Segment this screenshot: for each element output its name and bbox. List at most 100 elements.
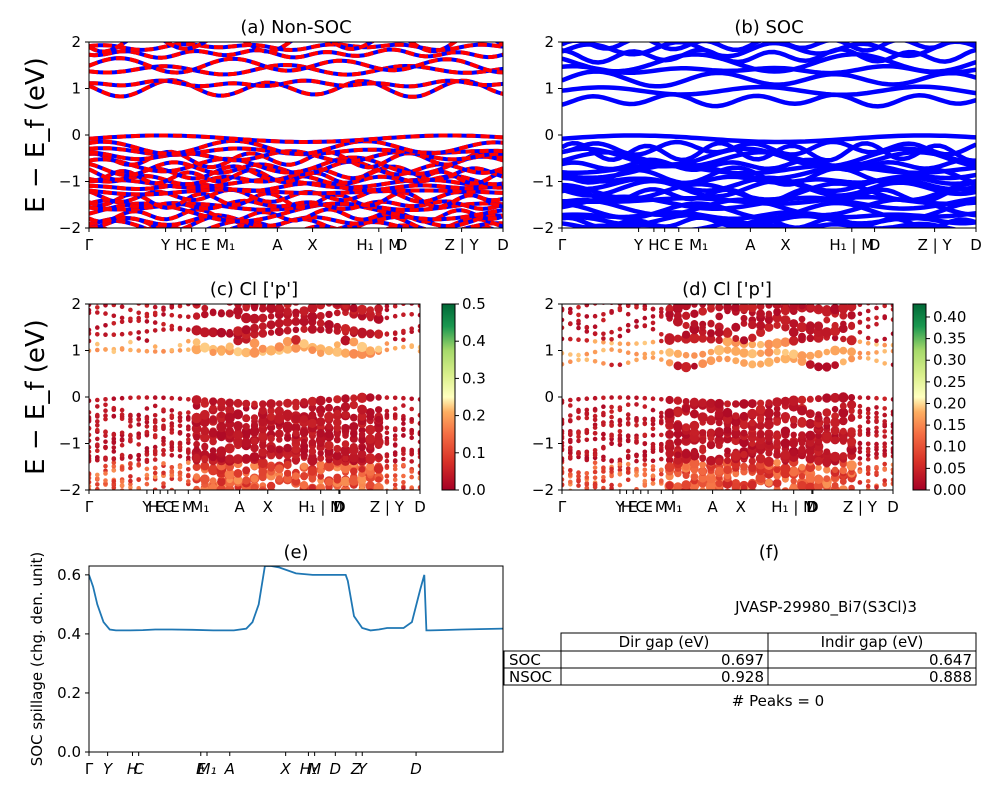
point-d-21-66 [831, 405, 839, 413]
point-c-4-14 [144, 476, 150, 481]
point-c-27-70 [373, 313, 384, 324]
cbtick-label-2-1: 0.1 [462, 444, 486, 462]
point-c-8-24 [186, 460, 191, 466]
point-d-22-28 [673, 396, 683, 405]
point-c-24-6 [111, 349, 117, 355]
point-c-14-38 [241, 438, 251, 448]
point-c-20-58 [325, 403, 333, 412]
point-c-29-4 [103, 299, 108, 304]
point-d-7-24 [659, 456, 664, 462]
point-c-29-56 [317, 295, 325, 303]
point-d-20-16 [625, 412, 631, 417]
point-c-1-76 [401, 493, 406, 498]
point-c-25-2 [95, 332, 100, 337]
band-b-10 [562, 180, 976, 203]
panel-a-ylabel: E − E_f (eV) [21, 57, 51, 213]
point-c-14-40 [250, 437, 259, 445]
point-c-14-22 [177, 440, 183, 446]
point-c-26-76 [401, 328, 406, 334]
point-c-29-54 [308, 294, 317, 303]
xtick-label-b-3: C [659, 236, 669, 254]
point-c-22-46 [275, 400, 283, 407]
xtick-label-e-2: H [127, 760, 138, 778]
point-c-4-40 [250, 474, 259, 483]
point-c-25-42 [258, 329, 268, 338]
point-d-14-18 [634, 440, 639, 445]
point-d-15-24 [659, 432, 664, 438]
point-d-23-62 [814, 362, 823, 372]
point-d-16-66 [831, 436, 839, 445]
table-row-nsoc-dir: 0.928 [721, 668, 764, 686]
point-d-30-38 [716, 304, 723, 310]
point-d-10-10 [601, 457, 606, 463]
point-c-29-62 [342, 304, 349, 310]
point-d-4-78 [882, 478, 887, 483]
point-d-1-68 [840, 490, 847, 497]
point-c-19-6 [111, 413, 117, 419]
point-c-16-0 [89, 425, 92, 431]
point-d-30-20 [642, 306, 648, 312]
point-d-11-64 [823, 448, 831, 456]
point-d-6-6 [584, 471, 590, 476]
point-d-5-62 [814, 474, 823, 483]
xtick-label-c-13: Z | Y [370, 498, 405, 516]
point-d-25-70 [846, 335, 857, 346]
point-c-2-26 [193, 485, 200, 490]
point-d-23-18 [634, 357, 639, 363]
point-c-26-26 [192, 327, 201, 336]
point-c-1-22 [178, 493, 183, 498]
xtick-label-c-8: A [234, 498, 245, 516]
point-d-26-16 [625, 328, 631, 334]
point-c-2-20 [169, 476, 175, 482]
point-d-10-16 [625, 455, 631, 461]
point-d-13-0 [562, 440, 565, 445]
point-c-8-8 [119, 465, 125, 470]
point-c-28-54 [307, 304, 318, 314]
point-c-26-40 [250, 323, 259, 333]
point-d-27-38 [714, 328, 724, 338]
point-d-10-40 [724, 457, 731, 465]
point-d-21-10 [601, 412, 606, 418]
point-c-26-36 [233, 326, 243, 336]
point-c-12-62 [340, 445, 351, 456]
point-d-18-50 [764, 419, 774, 430]
point-d-18-10 [601, 420, 606, 425]
point-c-10-72 [384, 452, 390, 457]
point-c-5-0 [89, 479, 92, 485]
point-d-9-74 [865, 456, 871, 462]
point-c-18-12 [136, 422, 141, 427]
point-d-22-20 [642, 395, 648, 401]
point-d-5-10 [601, 474, 606, 480]
point-c-13-46 [275, 446, 283, 454]
point-d-24-46 [747, 349, 757, 359]
point-c-4-78 [409, 474, 415, 480]
point-d-29-8 [592, 313, 598, 319]
point-d-14-56 [789, 439, 798, 448]
point-c-11-44 [267, 451, 276, 460]
point-c-27-2 [95, 310, 100, 315]
point-d-30-24 [659, 306, 664, 312]
point-d-4-52 [772, 478, 782, 488]
point-d-21-18 [634, 402, 639, 407]
point-c-22-64 [350, 394, 358, 402]
point-d-9-50 [763, 456, 775, 467]
point-d-14-76 [874, 433, 879, 438]
point-c-12-16 [152, 448, 158, 454]
point-c-13-0 [89, 438, 92, 444]
xtick-label-e-11: Z [350, 760, 362, 778]
point-c-6-14 [144, 466, 150, 472]
point-c-21-68 [366, 412, 375, 421]
point-d-13-72 [857, 440, 863, 446]
point-c-11-10 [128, 454, 133, 460]
point-c-19-28 [200, 417, 210, 428]
point-c-12-30 [209, 447, 217, 454]
point-d-23-46 [748, 360, 757, 369]
point-c-19-18 [161, 417, 166, 423]
point-c-24-68 [365, 346, 375, 356]
point-c-26-34 [226, 328, 233, 336]
point-d-10-60 [805, 453, 816, 464]
xtick-label-a-0: Γ [85, 236, 94, 254]
point-c-21-12 [136, 412, 141, 418]
point-d-11-20 [642, 452, 648, 458]
point-d-7-32 [690, 466, 698, 474]
